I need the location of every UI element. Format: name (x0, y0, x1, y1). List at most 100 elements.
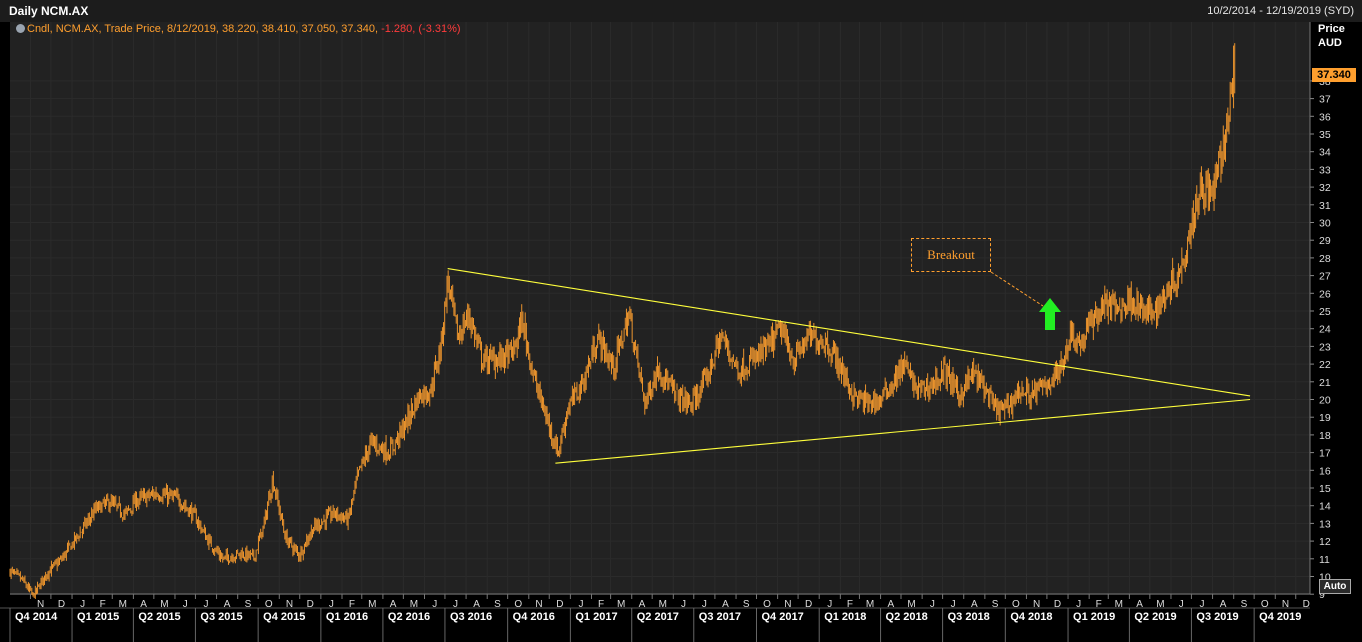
plot-area[interactable]: 9 10 11 12 13 14 15 16 17 18 19 20 21 22 23 24 25 26 27 28 2… (0, 22, 1362, 642)
y-tick-label: 37 (1319, 94, 1331, 106)
quarter-label: Q4 2018 (1010, 611, 1052, 623)
trendline (447, 267, 1251, 397)
y-tick-label: 22 (1319, 359, 1331, 371)
month-label: O (1012, 599, 1020, 610)
month-label: J (930, 599, 935, 610)
quarter-label: Q3 2019 (1196, 611, 1238, 623)
y-tick-label: 15 (1319, 483, 1331, 495)
month-label: J (432, 599, 437, 610)
breakout-annotation: Breakout (911, 238, 991, 272)
annotation-connector (990, 271, 1044, 307)
y-tick-label: 32 (1319, 182, 1331, 194)
month-label: M (160, 599, 168, 610)
legend-text: Cndl, NCM.AX, Trade Price, 8/12/2019, 38… (27, 23, 379, 35)
month-label: J (80, 599, 85, 610)
month-label: D (1303, 599, 1310, 610)
y-tick-label: 10 (1319, 572, 1331, 584)
quarter-label: Q3 2015 (200, 611, 242, 623)
month-label: N (37, 599, 44, 610)
month-label: M (1156, 599, 1164, 610)
month-label: F (349, 599, 355, 610)
month-label: J (1199, 599, 1204, 610)
auto-scale-button[interactable]: Auto (1319, 579, 1351, 594)
quarter-label: Q2 2015 (138, 611, 180, 623)
month-label: A (473, 599, 480, 610)
month-label: J (578, 599, 583, 610)
y-tick-label: 14 (1319, 501, 1331, 513)
month-label: O (1261, 599, 1269, 610)
month-label: S (992, 599, 999, 610)
quarter-label: Q2 2016 (388, 611, 430, 623)
y-tick-label: 25 (1319, 306, 1331, 318)
month-label: S (494, 599, 501, 610)
quarter-label: Q1 2016 (326, 611, 368, 623)
month-label: M (1115, 599, 1123, 610)
y-tick-label: 9 (1319, 589, 1325, 601)
month-label: M (866, 599, 874, 610)
y-tick-label: 35 (1319, 129, 1331, 141)
title-bar: Daily NCM.AX 10/2/2014 - 12/19/2019 (SYD… (0, 0, 1362, 22)
quarter-label: Q4 2016 (513, 611, 555, 623)
trendline (555, 398, 1251, 464)
y-tick-label: 18 (1319, 430, 1331, 442)
y-tick-label: 26 (1319, 288, 1331, 300)
month-label: M (659, 599, 667, 610)
quarter-label: Q4 2014 (15, 611, 58, 623)
month-label: J (827, 599, 832, 610)
y-tick-label: 23 (1319, 341, 1331, 353)
month-label: N (1282, 599, 1289, 610)
last-price-tag: 37.340 (1312, 68, 1356, 82)
month-label: M (907, 599, 915, 610)
price-axis-label: Price (1318, 23, 1345, 35)
series-settings-icon[interactable] (16, 24, 25, 33)
y-tick-label: 19 (1319, 412, 1331, 424)
month-label: A (887, 599, 894, 610)
y-tick-label: 13 (1319, 518, 1331, 530)
quarter-label: Q3 2017 (699, 611, 741, 623)
quarter-label: Q3 2016 (450, 611, 492, 623)
month-label: D (556, 599, 563, 610)
month-label: J (203, 599, 208, 610)
quarter-label: Q1 2018 (824, 611, 866, 623)
y-tick-label: 31 (1319, 200, 1331, 212)
currency-label: AUD (1318, 37, 1342, 49)
y-tick-label: 21 (1319, 377, 1331, 389)
month-label: J (183, 599, 188, 610)
y-tick-label: 12 (1319, 536, 1331, 548)
quarter-label: Q4 2019 (1259, 611, 1301, 623)
breakout-arrow-icon (1039, 298, 1061, 330)
month-label: S (245, 599, 252, 610)
month-label: N (784, 599, 791, 610)
month-label: D (58, 599, 65, 610)
y-tick-label: 27 (1319, 271, 1331, 283)
month-label: N (1033, 599, 1040, 610)
quarter-label: Q1 2019 (1073, 611, 1115, 623)
month-label: J (453, 599, 458, 610)
month-label: D (805, 599, 812, 610)
month-label: A (1136, 599, 1143, 610)
quarter-label: Q1 2017 (575, 611, 617, 623)
month-label: N (535, 599, 542, 610)
month-label: M (368, 599, 376, 610)
month-label: F (598, 599, 604, 610)
month-label: A (390, 599, 397, 610)
price-chart[interactable]: 9 10 11 12 13 14 15 16 17 18 19 20 21 22 23 24 25 26 27 28 2… (0, 22, 1362, 642)
month-label: A (971, 599, 978, 610)
month-label: D (307, 599, 314, 610)
month-label: A (1220, 599, 1227, 610)
quarter-label: Q2 2019 (1134, 611, 1176, 623)
quarter-label: Q2 2017 (637, 611, 679, 623)
month-label: A (140, 599, 147, 610)
y-tick-label: 28 (1319, 253, 1331, 265)
month-label: S (743, 599, 750, 610)
y-tick-label: 33 (1319, 164, 1331, 176)
month-label: O (514, 599, 522, 610)
series-legend[interactable]: Cndl, NCM.AX, Trade Price, 8/12/2019, 38… (16, 23, 461, 35)
y-tick-label: 11 (1319, 554, 1330, 566)
month-label: A (224, 599, 231, 610)
date-range: 10/2/2014 - 12/19/2019 (SYD) (1207, 5, 1354, 17)
y-tick-label: 20 (1319, 395, 1331, 407)
quarter-label: Q2 2018 (886, 611, 928, 623)
month-label: M (617, 599, 625, 610)
y-tick-label: 30 (1319, 218, 1331, 230)
